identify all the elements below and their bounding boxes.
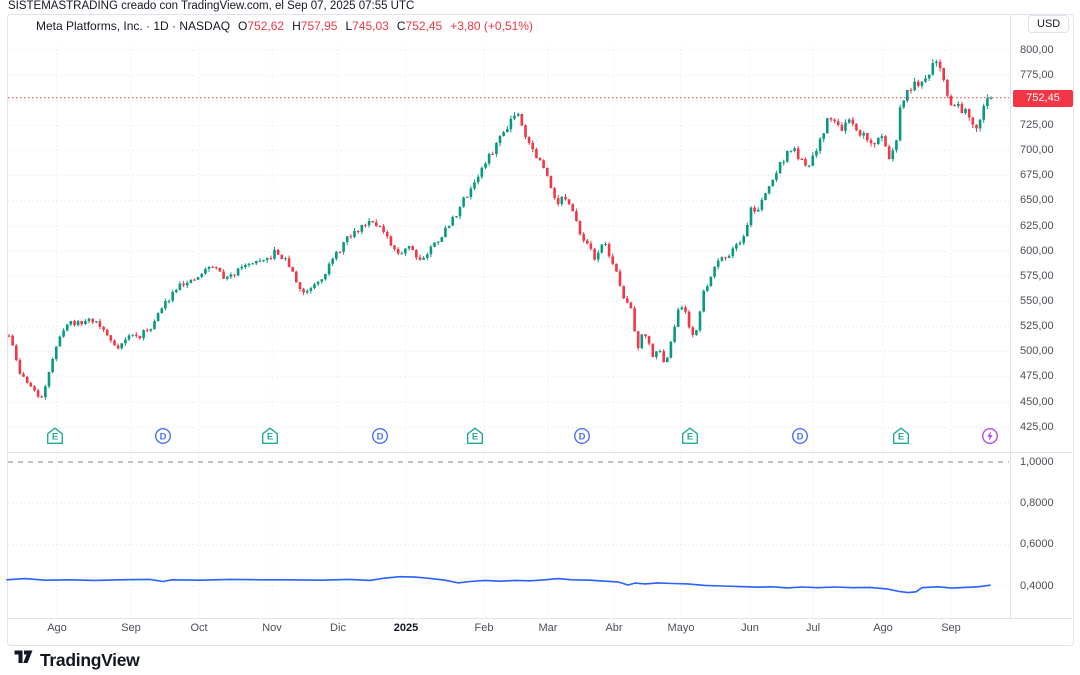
svg-text:E: E (472, 432, 478, 443)
price-tick-label: 600,00 (1020, 244, 1054, 257)
time-tick-label: Dic (330, 622, 346, 634)
earnings-event-icon[interactable]: E (681, 427, 699, 445)
time-tick-label: Ago (47, 622, 67, 634)
time-tick-label: Ago (873, 622, 893, 634)
tradingview-logo[interactable]: TradingView (14, 650, 140, 671)
indicator-tick-label: 1,0000 (1020, 455, 1054, 468)
price-tick-label: 475,00 (1020, 370, 1054, 383)
open-value: 752,62 (247, 19, 285, 33)
price-tick-label: 675,00 (1020, 169, 1054, 182)
earnings-event-icon[interactable]: E (46, 427, 64, 445)
earnings-event-icon[interactable]: E (261, 427, 279, 445)
tradingview-logo-text: TradingView (40, 650, 140, 670)
price-tick-label: 550,00 (1020, 295, 1054, 308)
price-tick-label: 775,00 (1020, 68, 1054, 81)
symbol-header: Meta Platforms, Inc. · 1D · NASDAQ O752,6… (36, 19, 533, 33)
earnings-event-icon[interactable]: E (892, 427, 910, 445)
low-label: L (345, 19, 353, 33)
change-value: +3,80 (+0,51%) (450, 19, 533, 33)
svg-text:D: D (797, 431, 804, 442)
svg-text:D: D (377, 431, 384, 442)
price-tick-label: 650,00 (1020, 194, 1054, 207)
svg-text:E: E (898, 432, 904, 443)
high-label: H (292, 19, 301, 33)
currency-badge[interactable]: USD (1028, 15, 1070, 33)
time-tick-label: Oct (190, 622, 208, 634)
price-tick-label: 700,00 (1020, 144, 1054, 157)
price-tick-label: 725,00 (1020, 118, 1054, 131)
earnings-event-icon[interactable]: E (466, 427, 484, 445)
time-tick-label: 2025 (393, 622, 419, 634)
time-tick-label: Abr (605, 622, 623, 634)
time-tick-label: Sep (941, 622, 961, 634)
indicator-tick-label: 0,4000 (1020, 579, 1054, 592)
attribution-text: SISTEMASTRADING creado con TradingView.c… (8, 0, 415, 12)
svg-text:E: E (52, 432, 58, 443)
indicator-line (6, 575, 991, 594)
candles-layer (7, 59, 993, 400)
tradingview-logo-icon (14, 650, 33, 671)
svg-text:E: E (267, 432, 273, 443)
flash-event-icon[interactable] (981, 427, 999, 445)
time-tick-label: Mar (538, 622, 558, 634)
time-tick-label: Jun (741, 622, 759, 634)
svg-text:D: D (160, 431, 167, 442)
dividends-event-icon[interactable]: D (573, 427, 591, 445)
price-tick-label: 500,00 (1020, 345, 1054, 358)
indicator-tick-label: 0,6000 (1020, 538, 1054, 551)
time-tick-label: Nov (262, 622, 282, 634)
time-tick-label: Feb (474, 622, 494, 634)
time-tick-label: Sep (121, 622, 141, 634)
svg-text:D: D (579, 431, 586, 442)
price-tick-label: 625,00 (1020, 219, 1054, 232)
last-price-badge: 752,45 (1013, 90, 1073, 107)
symbol-title: Meta Platforms, Inc. · 1D · NASDAQ (36, 19, 231, 33)
close-value: 752,45 (405, 19, 443, 33)
indicator-tick-label: 0,8000 (1020, 496, 1054, 509)
svg-text:E: E (687, 432, 693, 443)
close-label: C (396, 19, 406, 33)
time-tick-label: Jul (805, 622, 821, 634)
price-tick-label: 425,00 (1020, 420, 1054, 433)
chart-card (7, 14, 1074, 646)
price-tick-label: 525,00 (1020, 320, 1054, 333)
price-tick-label: 800,00 (1020, 43, 1054, 56)
open-label: O (238, 19, 248, 33)
dividends-event-icon[interactable]: D (371, 427, 389, 445)
dividends-event-icon[interactable]: D (154, 427, 172, 445)
price-tick-label: 450,00 (1020, 395, 1054, 408)
high-value: 757,95 (300, 19, 338, 33)
price-tick-label: 575,00 (1020, 269, 1054, 282)
low-value: 745,03 (352, 19, 389, 33)
time-tick-label: Mayo (667, 622, 695, 634)
dividends-event-icon[interactable]: D (791, 427, 809, 445)
